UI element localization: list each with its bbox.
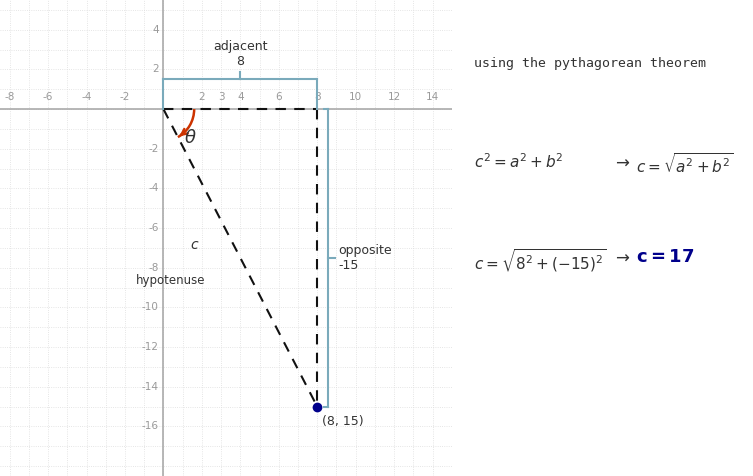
Text: -6: -6 bbox=[43, 92, 53, 102]
Text: θ: θ bbox=[184, 129, 196, 147]
Text: 6: 6 bbox=[276, 92, 282, 102]
Text: -4: -4 bbox=[148, 183, 159, 193]
Text: 4: 4 bbox=[237, 92, 244, 102]
Text: 12: 12 bbox=[388, 92, 401, 102]
Text: 4: 4 bbox=[152, 25, 159, 35]
Text: 10: 10 bbox=[349, 92, 362, 102]
Text: 8: 8 bbox=[314, 92, 321, 102]
Text: opposite
-15: opposite -15 bbox=[338, 244, 392, 272]
Text: 14: 14 bbox=[426, 92, 439, 102]
Text: -2: -2 bbox=[120, 92, 130, 102]
Text: $\rightarrow$: $\rightarrow$ bbox=[612, 152, 630, 170]
Text: $c=\sqrt{8^2+(-15)^2}$: $c=\sqrt{8^2+(-15)^2}$ bbox=[474, 248, 607, 275]
Text: $\rightarrow$: $\rightarrow$ bbox=[612, 248, 630, 266]
Text: $\mathbf{c=17}$: $\mathbf{c=17}$ bbox=[636, 248, 694, 266]
Text: -8: -8 bbox=[5, 92, 15, 102]
Text: hypotenuse: hypotenuse bbox=[136, 274, 206, 287]
Text: c: c bbox=[191, 238, 198, 252]
Text: (8, 15): (8, 15) bbox=[322, 415, 364, 427]
Text: -16: -16 bbox=[142, 421, 159, 431]
Text: -6: -6 bbox=[148, 223, 159, 233]
Text: -12: -12 bbox=[142, 342, 159, 352]
Text: 2: 2 bbox=[152, 64, 159, 74]
Text: $c=\sqrt{a^2+b^2}$: $c=\sqrt{a^2+b^2}$ bbox=[636, 152, 733, 176]
Text: -2: -2 bbox=[148, 144, 159, 154]
Text: -8: -8 bbox=[148, 263, 159, 273]
Text: 3: 3 bbox=[218, 92, 224, 102]
Text: -10: -10 bbox=[142, 302, 159, 312]
Text: 2: 2 bbox=[199, 92, 205, 102]
Text: adjacent
8: adjacent 8 bbox=[213, 40, 267, 69]
Text: -4: -4 bbox=[81, 92, 92, 102]
Text: using the pythagorean theorem: using the pythagorean theorem bbox=[474, 57, 706, 70]
Text: -14: -14 bbox=[142, 382, 159, 392]
Text: $c^2=a^2+b^2$: $c^2=a^2+b^2$ bbox=[474, 152, 564, 171]
